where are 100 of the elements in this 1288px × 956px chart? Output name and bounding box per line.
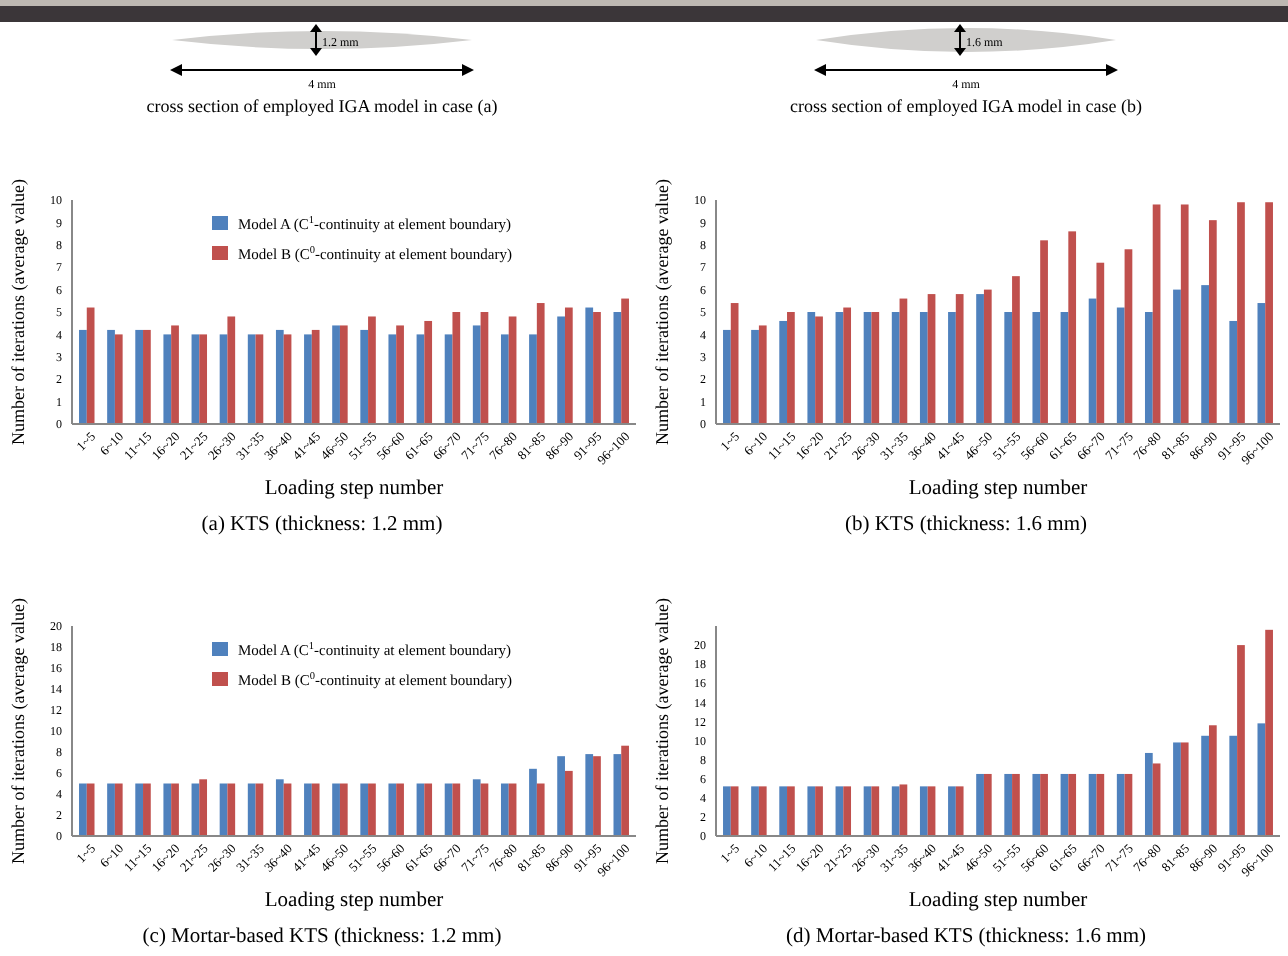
bar — [1144, 312, 1153, 424]
bar — [585, 754, 594, 836]
y-axis-title: Number of iterations (average value) — [652, 179, 672, 445]
bar — [955, 294, 964, 424]
bar — [1060, 312, 1069, 424]
bar — [871, 786, 880, 836]
bar — [807, 786, 816, 836]
bar — [304, 783, 312, 836]
bar — [396, 783, 404, 836]
bar — [621, 745, 629, 836]
bar — [1265, 202, 1273, 424]
bar — [339, 325, 348, 424]
bar — [585, 307, 594, 424]
bar — [1201, 285, 1209, 424]
text: (c) Mortar-based KTS (thickness: 1.2 mm) — [142, 926, 503, 948]
bar — [135, 783, 144, 836]
bar — [1265, 629, 1273, 836]
bar — [1068, 231, 1077, 424]
bar — [219, 334, 228, 424]
bar — [1116, 307, 1125, 424]
bar — [1116, 773, 1125, 836]
bar — [1004, 773, 1013, 836]
bar — [751, 329, 759, 424]
bar — [955, 786, 964, 836]
bar — [1257, 723, 1266, 836]
bar — [360, 329, 369, 424]
bar — [1004, 312, 1013, 424]
bar — [1096, 262, 1105, 424]
bar — [927, 294, 936, 424]
bar — [557, 756, 565, 836]
bar — [557, 316, 565, 424]
bar — [948, 786, 956, 836]
bar — [1229, 320, 1238, 424]
bar — [171, 783, 179, 836]
bar — [332, 783, 340, 836]
bar — [564, 307, 573, 424]
bar — [1144, 752, 1153, 836]
bar — [919, 786, 928, 836]
bar — [723, 786, 731, 836]
bar — [787, 312, 795, 424]
bar — [416, 334, 425, 424]
bar — [86, 307, 95, 424]
bar — [613, 312, 622, 424]
bar — [815, 786, 823, 836]
bar — [730, 786, 739, 836]
bar — [779, 786, 788, 836]
bar — [891, 312, 900, 424]
bar — [983, 289, 992, 424]
bar — [1173, 289, 1181, 424]
bar — [1040, 773, 1048, 836]
bar — [835, 312, 844, 424]
x-axis-title: Loading step number — [264, 890, 445, 912]
bar — [529, 334, 537, 424]
bar — [452, 312, 461, 424]
bar — [1096, 773, 1105, 836]
text: (b) KTS (thickness: 1.6 mm) — [844, 514, 1089, 536]
bar — [536, 783, 545, 836]
bar — [1152, 763, 1161, 836]
bar — [1180, 204, 1189, 424]
bar — [843, 786, 852, 836]
bar — [143, 783, 151, 836]
bar — [500, 334, 509, 424]
bar — [311, 783, 320, 836]
bar — [1124, 249, 1133, 424]
bar — [339, 783, 348, 836]
bar — [843, 307, 852, 424]
bar — [863, 312, 872, 424]
bar — [444, 334, 453, 424]
bar — [891, 786, 900, 836]
bar — [1229, 735, 1238, 836]
bar — [1012, 773, 1020, 836]
x-axis-title: Loading step number — [908, 478, 1089, 500]
bar — [283, 334, 292, 424]
text: (d) Mortar-based KTS (thickness: 1.6 mm) — [785, 926, 1147, 948]
x-axis-title: Loading step number — [264, 478, 445, 500]
bar — [368, 316, 376, 424]
bar — [79, 783, 87, 836]
bar — [472, 325, 481, 424]
bar — [508, 316, 517, 424]
bar — [948, 312, 956, 424]
bar — [1032, 312, 1041, 424]
bar — [621, 298, 629, 424]
bar — [613, 754, 622, 836]
bar — [807, 312, 816, 424]
bar — [919, 312, 928, 424]
y-axis-title: Number of iterations (average value) — [8, 179, 28, 445]
bar — [1032, 773, 1041, 836]
bar — [983, 773, 992, 836]
y-axis-title: Number of iterations (average value) — [8, 598, 28, 864]
y-axis-title: Number of iterations (average value) — [652, 598, 672, 864]
bar — [758, 786, 767, 836]
bar — [723, 329, 731, 424]
bar — [171, 325, 179, 424]
bar — [1201, 735, 1209, 836]
bar — [424, 320, 433, 424]
bar — [191, 334, 200, 424]
text: cross section of employed IGA model in case (a) — [146, 96, 498, 116]
bar — [107, 783, 115, 836]
bar — [1237, 645, 1245, 836]
bar — [730, 303, 739, 424]
